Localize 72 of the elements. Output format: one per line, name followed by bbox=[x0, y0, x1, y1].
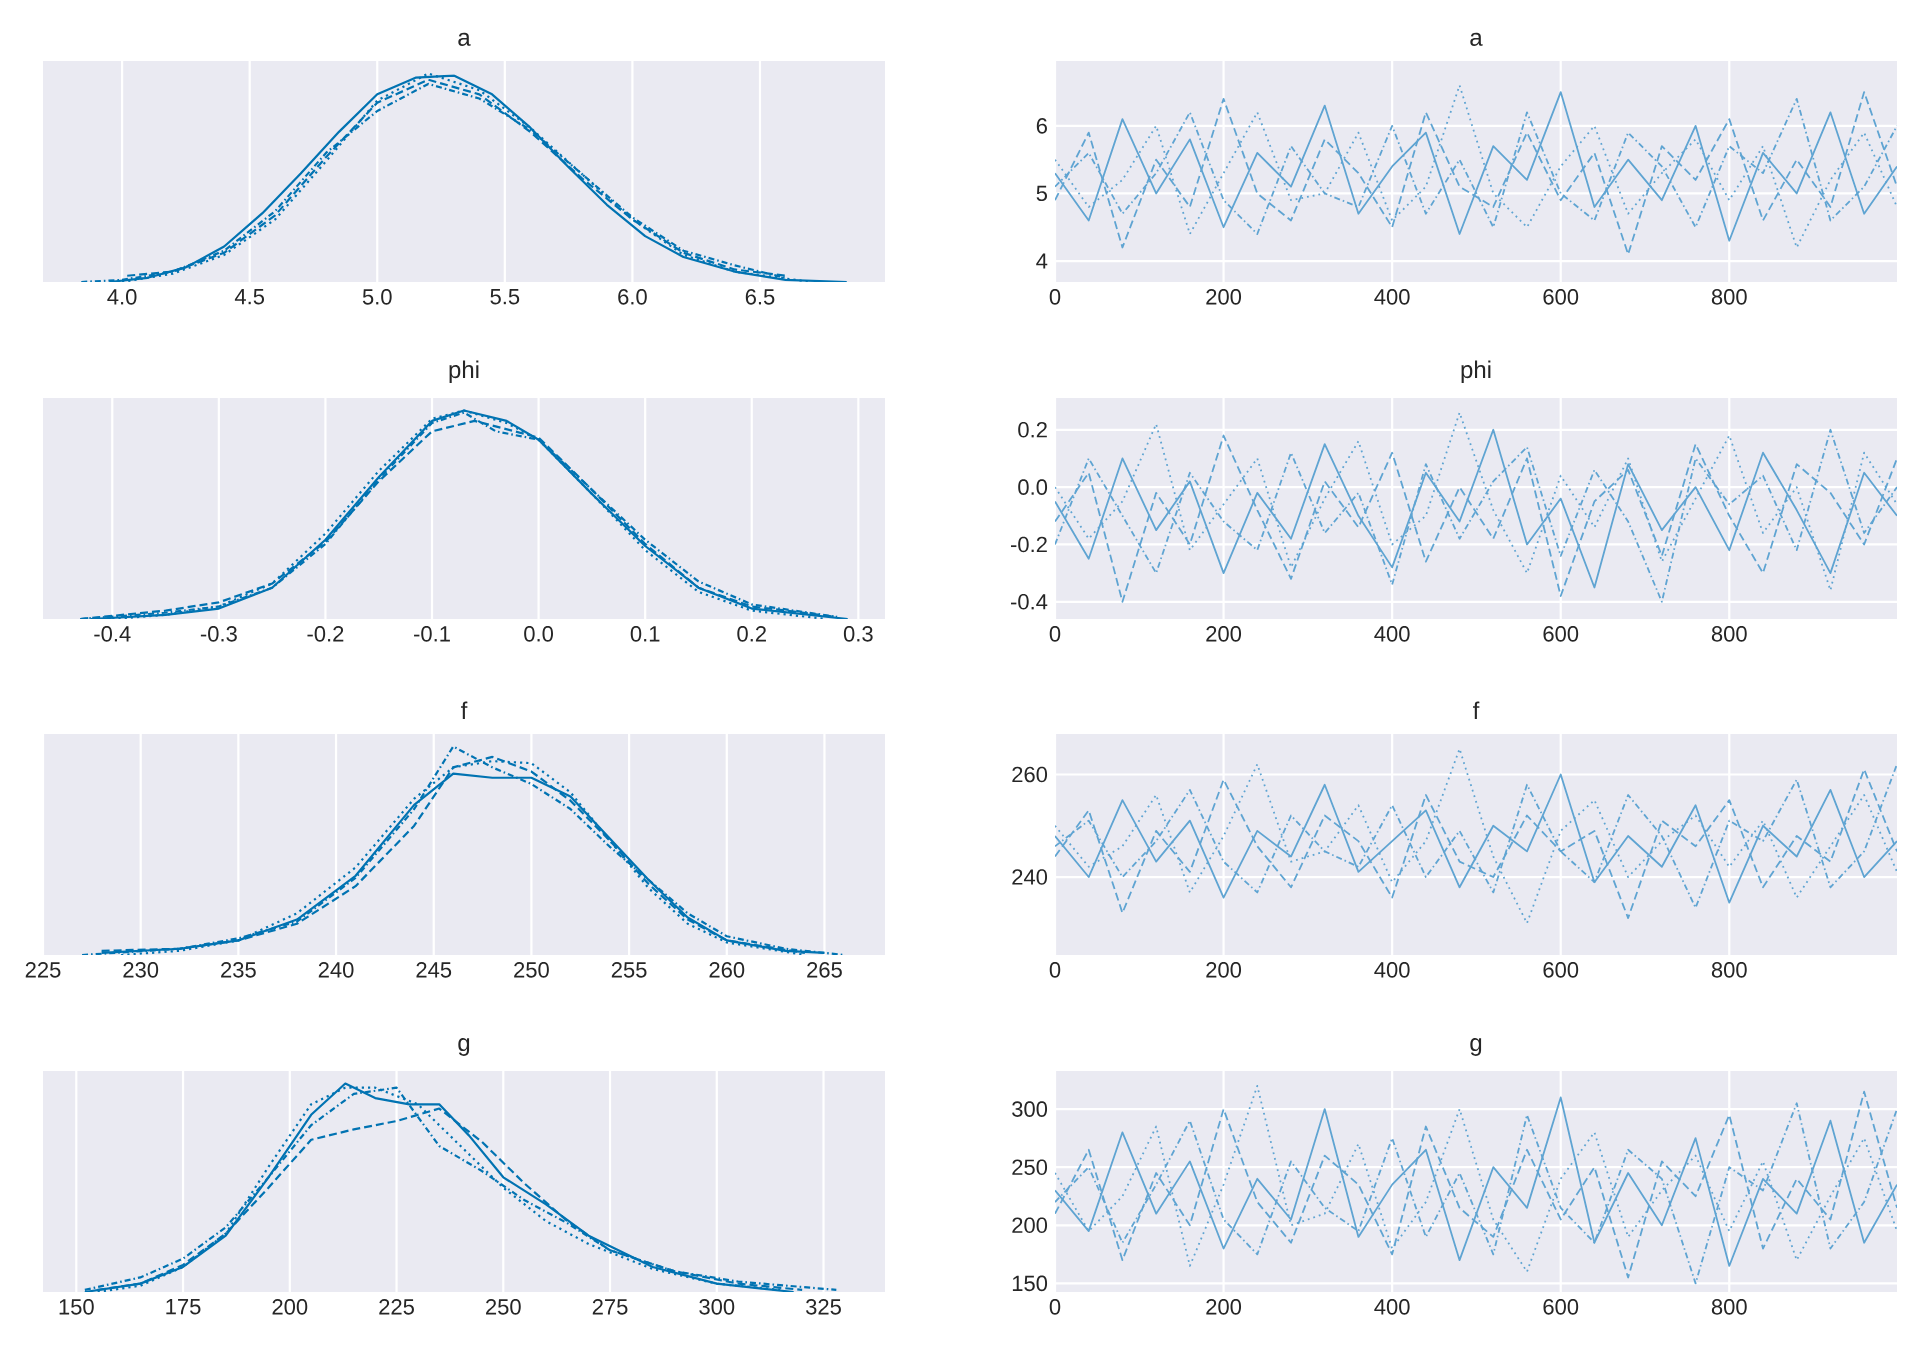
chart-title: phi bbox=[449, 360, 479, 383]
x-tick-label: 240 bbox=[318, 962, 354, 978]
x-tick-label: 400 bbox=[1374, 962, 1410, 978]
x-tick-label: 225 bbox=[25, 962, 61, 978]
x-tick-label: 150 bbox=[59, 1299, 94, 1315]
x-tick-label: 0.1 bbox=[630, 626, 660, 642]
x-tick-label: 0.3 bbox=[843, 626, 873, 642]
x-tick-label: 6.0 bbox=[618, 289, 647, 305]
x-tick-label: 245 bbox=[416, 962, 452, 978]
x-tick-label: 600 bbox=[1543, 1299, 1579, 1315]
x-tick-label: 5.5 bbox=[490, 289, 520, 305]
x-tick-label: 265 bbox=[807, 962, 842, 978]
x-tick-label: 250 bbox=[486, 1299, 521, 1315]
x-tick-label: 200 bbox=[1206, 962, 1242, 978]
y-tick-label: 200 bbox=[1012, 1217, 1048, 1234]
x-tick-label: 200 bbox=[1206, 1299, 1242, 1315]
x-tick-label: 0 bbox=[1049, 626, 1061, 642]
y-tick-label: 260 bbox=[1012, 766, 1048, 783]
x-tick-label: 600 bbox=[1543, 626, 1579, 642]
x-tick-label: 0.0 bbox=[524, 626, 554, 642]
x-tick-label: 800 bbox=[1711, 1299, 1747, 1315]
y-tick-label: 150 bbox=[1012, 1275, 1048, 1292]
x-tick-label: 400 bbox=[1374, 1299, 1410, 1315]
x-tick-label: 250 bbox=[514, 962, 549, 978]
chart-title: a bbox=[458, 32, 471, 46]
x-tick-label: 600 bbox=[1543, 962, 1579, 978]
x-tick-label: 325 bbox=[806, 1299, 841, 1315]
x-tick-label: 255 bbox=[611, 962, 647, 978]
x-tick-label: 400 bbox=[1374, 289, 1410, 305]
y-tick-label: 300 bbox=[1012, 1101, 1048, 1117]
x-tick-label: 200 bbox=[1206, 626, 1242, 642]
x-tick-label: 260 bbox=[709, 962, 745, 978]
x-tick-label: 235 bbox=[221, 962, 256, 978]
chart-title: a bbox=[1470, 32, 1483, 46]
y-tick-label: 4 bbox=[1036, 253, 1048, 269]
x-tick-label: 0 bbox=[1049, 289, 1061, 305]
chart-title: f bbox=[461, 701, 468, 719]
y-tick-label: 0.2 bbox=[1018, 422, 1047, 438]
x-tick-label: 0.2 bbox=[737, 626, 766, 642]
y-tick-label: -0.4 bbox=[1011, 594, 1048, 610]
y-tick-label: 5 bbox=[1036, 185, 1047, 202]
chart-title: f bbox=[1473, 701, 1480, 719]
x-tick-label: 600 bbox=[1543, 289, 1579, 305]
x-tick-label: 175 bbox=[166, 1299, 201, 1315]
x-tick-label: -0.2 bbox=[307, 626, 344, 642]
x-tick-label: 800 bbox=[1711, 626, 1747, 642]
x-tick-label: 800 bbox=[1711, 962, 1747, 978]
chart-title: g bbox=[1470, 1038, 1482, 1056]
y-tick-label: 250 bbox=[1012, 1159, 1048, 1175]
x-tick-label: -0.3 bbox=[200, 626, 237, 642]
y-tick-label: -0.2 bbox=[1011, 536, 1047, 553]
x-tick-label: 230 bbox=[123, 962, 159, 978]
x-tick-label: 6.5 bbox=[745, 289, 775, 305]
x-tick-label: 0 bbox=[1049, 962, 1061, 978]
x-tick-label: 300 bbox=[699, 1299, 735, 1315]
chart-title: phi bbox=[1461, 360, 1491, 383]
x-tick-label: 5.0 bbox=[362, 289, 392, 305]
x-tick-label: 0 bbox=[1049, 1299, 1061, 1315]
x-tick-label: -0.4 bbox=[94, 626, 131, 642]
x-tick-label: 275 bbox=[592, 1299, 628, 1315]
x-tick-label: 225 bbox=[379, 1299, 414, 1315]
y-tick-label: 0.0 bbox=[1018, 479, 1048, 495]
y-tick-label: 6 bbox=[1036, 118, 1047, 134]
x-tick-label: 200 bbox=[1206, 289, 1242, 305]
x-tick-label: 400 bbox=[1374, 626, 1410, 642]
x-tick-label: 4.0 bbox=[107, 289, 137, 305]
x-tick-label: 4.5 bbox=[234, 289, 265, 305]
y-tick-label: 240 bbox=[1012, 869, 1048, 885]
x-tick-label: -0.1 bbox=[414, 626, 450, 642]
x-tick-label: 800 bbox=[1711, 289, 1747, 305]
x-tick-label: 200 bbox=[272, 1299, 308, 1315]
chart-title: g bbox=[458, 1038, 470, 1056]
